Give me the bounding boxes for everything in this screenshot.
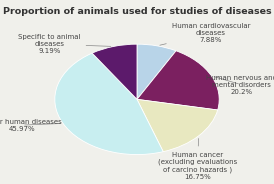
Wedge shape <box>137 99 218 152</box>
Wedge shape <box>92 44 137 99</box>
Wedge shape <box>55 53 163 155</box>
Text: Other human diseases
45.97%: Other human diseases 45.97% <box>0 119 61 132</box>
Text: Proportion of animals used for studies of diseases: Proportion of animals used for studies o… <box>3 7 271 16</box>
Wedge shape <box>137 44 176 99</box>
Text: Human cancer
(excluding evaluations
of carcino hazards )
16.75%: Human cancer (excluding evaluations of c… <box>158 139 237 180</box>
Wedge shape <box>137 51 219 110</box>
Text: Human nervous and
mental disorders
20.2%: Human nervous and mental disorders 20.2% <box>206 75 274 95</box>
Text: Specific to animal
diseases
9.19%: Specific to animal diseases 9.19% <box>18 34 111 54</box>
Text: Human cardiovascular
diseases
7.88%: Human cardiovascular diseases 7.88% <box>160 23 250 45</box>
